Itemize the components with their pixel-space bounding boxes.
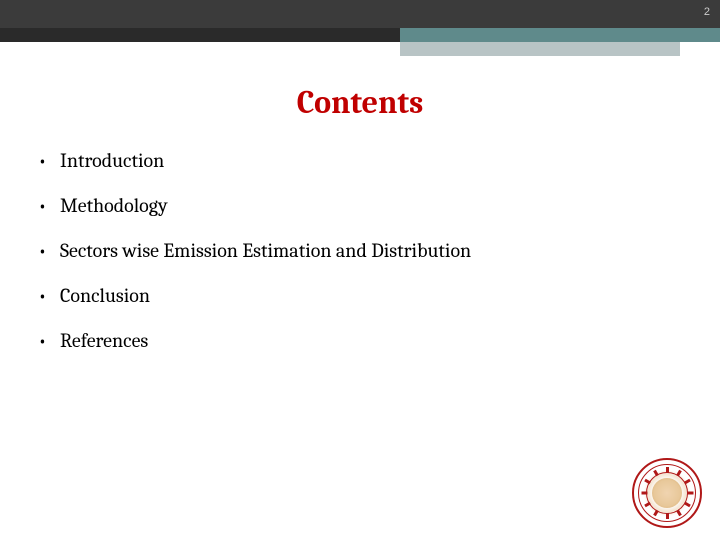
list-item: Methodology xyxy=(38,194,682,217)
stripe-white xyxy=(680,42,720,56)
list-item: Conclusion xyxy=(38,284,682,307)
logo-center xyxy=(652,478,682,508)
header-stripe-row-2 xyxy=(0,42,720,56)
contents-list: Introduction Methodology Sectors wise Em… xyxy=(0,149,720,352)
header-stripe-row-1 xyxy=(0,28,720,42)
list-item: Introduction xyxy=(38,149,682,172)
stripe-white xyxy=(0,42,400,56)
institution-logo xyxy=(632,458,702,528)
stripe-light xyxy=(400,42,680,56)
stripe-teal xyxy=(400,28,720,42)
page-title: Contents xyxy=(0,84,720,121)
list-item: References xyxy=(38,329,682,352)
logo-seal-icon xyxy=(632,458,702,528)
header-top-bar: 2 xyxy=(0,0,720,28)
page-number: 2 xyxy=(704,6,710,18)
stripe-dark xyxy=(0,28,400,42)
list-item: Sectors wise Emission Estimation and Dis… xyxy=(38,239,682,262)
